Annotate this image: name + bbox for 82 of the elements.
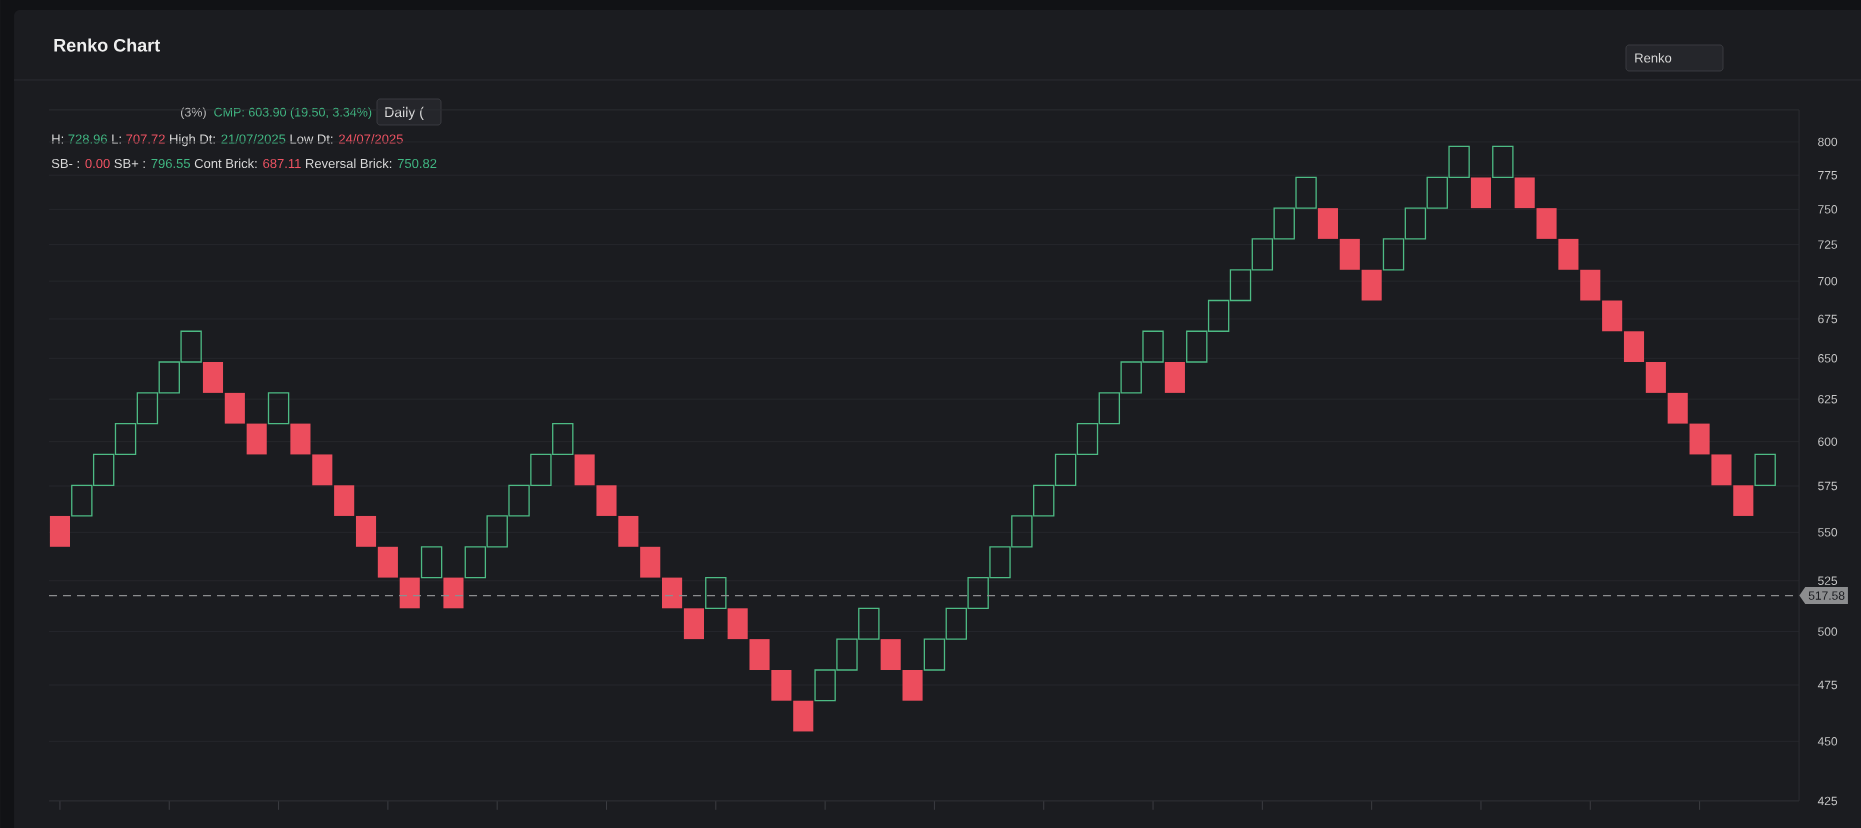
annotation: L: [112,134,121,144]
y-tick-label: 750 [1818,205,1838,214]
chart-title: Renko Chart [54,38,160,52]
candlestick [640,546,661,578]
annotation: High Dt: [170,134,215,147]
y-tick-label: 500 [1818,627,1838,636]
candlestick [246,423,267,455]
annotation: 24/07/2025 [339,134,403,144]
text: Renko [1635,53,1672,63]
candlestick [420,546,443,579]
annotation: H: [52,134,64,144]
candlestick [334,485,355,516]
candlestick [705,576,727,609]
annotation: 707.72 [126,134,165,144]
candlestick [1733,485,1754,516]
annotation: SB+ : [114,158,145,169]
candlestick [749,639,770,671]
candlestick [880,639,901,671]
candlestick [443,577,464,609]
candlestick [267,392,290,425]
candlestick [1580,269,1601,301]
candlestick [1361,269,1382,301]
y-tick-label: 550 [1818,528,1838,537]
candlestick [1514,177,1535,209]
candlestick [1602,300,1623,332]
candlestick [224,392,245,424]
candlestick [1645,361,1666,393]
candlestick [1164,361,1185,393]
ref-line-label: 517.58 [1808,591,1845,600]
annotation: 750.82 [397,158,437,169]
candlestick [202,361,224,393]
candlestick [727,608,748,640]
y-tick-label: 700 [1818,276,1838,286]
annotation: Daily ( [385,106,424,120]
y-tick-label: 650 [1818,354,1838,363]
y-tick-label: 625 [1818,394,1838,404]
annotation: CMP: 603.90 (19.50, 3.34%) [214,107,372,120]
annotation: 728.96 [68,134,108,144]
candlestick [1667,392,1688,424]
y-tick-label: 600 [1818,437,1838,446]
y-tick-label: 725 [1818,240,1838,249]
candlestick [793,700,814,732]
candlestick [399,577,420,609]
annotation: SB- : [51,158,79,169]
candlestick [1711,454,1732,486]
annotation: 21/07/2025 [221,134,286,144]
candlestick [574,454,595,486]
annotation: Cont Brick: [194,158,257,169]
y-tick-label: 525 [1818,576,1838,585]
candlestick [1536,208,1557,239]
candlestick [377,546,398,578]
candlestick [290,423,311,455]
annotation: 796.55 [151,158,191,169]
y-tick-label: 575 [1818,481,1838,491]
y-tick-label: 675 [1818,314,1838,324]
candlestick [1492,145,1514,179]
candlestick [1470,177,1492,209]
candlestick [1558,238,1579,270]
candlestick [355,515,377,547]
candlestick [1339,238,1360,270]
annotation: 0.00 [85,158,110,169]
candlestick [771,670,792,701]
candlestick [49,515,70,547]
candlestick [902,670,923,701]
candlestick [662,577,683,609]
y-tick-label: 425 [1817,796,1838,806]
y-tick-label: 800 [1818,137,1838,147]
candlestick [618,515,639,547]
candlestick [312,454,333,486]
annotation: (3%) [181,107,206,120]
y-tick-label: 775 [1818,171,1838,180]
y-tick-label: 450 [1817,737,1838,746]
annotation: 687.11 [263,158,301,169]
candlestick [1754,453,1776,486]
candlestick [1317,208,1338,239]
candlestick [596,485,617,516]
candlestick [683,608,704,640]
annotation: Reversal Brick: [306,158,392,169]
candlestick [1623,331,1645,362]
candlestick [1689,423,1710,455]
annotation: Low Dt: [290,134,333,144]
y-tick-label: 475 [1817,680,1838,690]
